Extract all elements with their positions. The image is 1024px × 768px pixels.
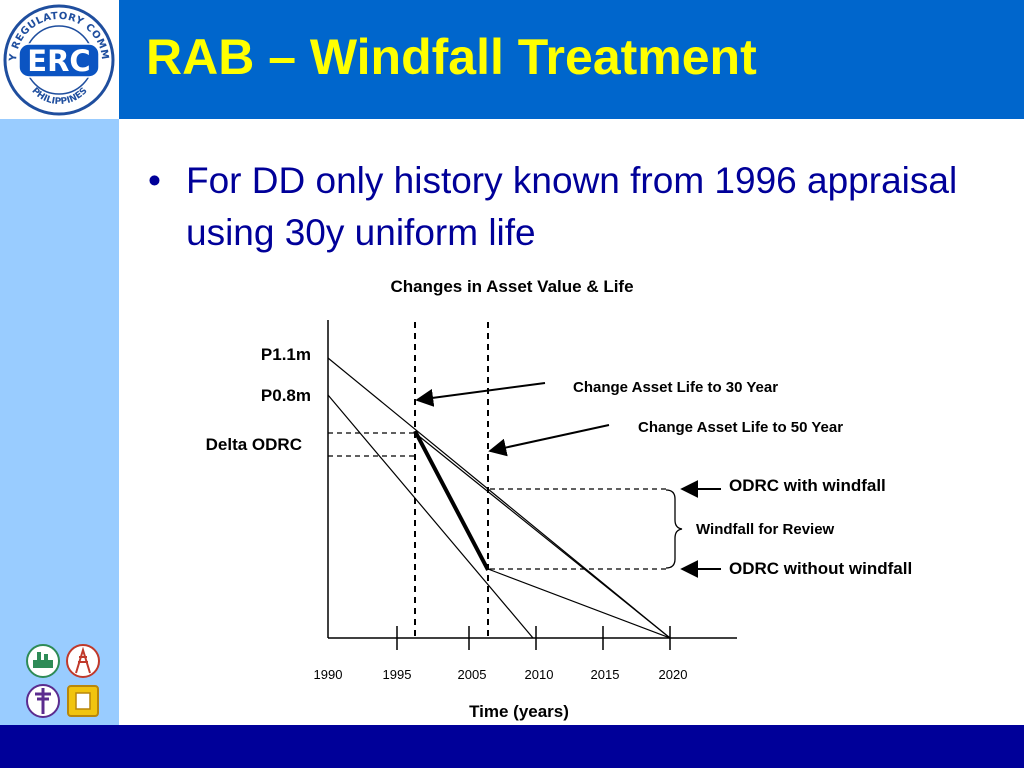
x-tick-label: 2005 xyxy=(458,667,487,682)
windfall-brace xyxy=(665,489,683,569)
left-sidebar xyxy=(0,119,119,725)
slide-title: RAB – Windfall Treatment xyxy=(146,29,757,85)
value-label-p2: P0.8m xyxy=(261,386,311,405)
arrow-life50 xyxy=(488,424,610,457)
x-tick-label: 1990 xyxy=(314,667,343,682)
distribution-pole-icon xyxy=(26,684,60,718)
power-plant-icon xyxy=(26,644,60,678)
annotation-life50: Change Asset Life to 50 Year xyxy=(638,419,843,436)
x-axis-label: Time (years) xyxy=(469,702,569,721)
life-50-line xyxy=(487,568,671,639)
depreciation-line-p2 xyxy=(327,394,534,639)
agency-icons xyxy=(26,644,100,718)
annotation-with-windfall: ODRC with windfall xyxy=(729,476,886,495)
bullet-dot: • xyxy=(148,160,161,201)
consumer-icon xyxy=(67,685,99,717)
erc-logo: ENERGY REGULATORY COMMISSION PHILIPPINES… xyxy=(0,0,119,119)
value-label-p1: P1.1m xyxy=(261,345,311,364)
logo-abbreviation: ERC xyxy=(27,44,90,78)
diagram-title: Changes in Asset Value & Life xyxy=(390,277,633,296)
x-tick-label: 2020 xyxy=(659,667,688,682)
transmission-tower-icon xyxy=(66,644,100,678)
annotation-windfall-review: Windfall for Review xyxy=(696,521,835,538)
x-tick-label: 1995 xyxy=(383,667,412,682)
bullet-point: • For DD only history known from 1996 ap… xyxy=(148,155,978,259)
windfall-path xyxy=(413,430,490,571)
x-tick-label: 2015 xyxy=(591,667,620,682)
bullet-text: For DD only history known from 1996 appr… xyxy=(186,160,958,253)
erc-seal-icon: ENERGY REGULATORY COMMISSION PHILIPPINES… xyxy=(0,0,115,116)
footer-bar xyxy=(0,725,1024,768)
life-30-line xyxy=(414,432,671,639)
header-bar xyxy=(0,0,1024,119)
delta-odrc-label: Delta ODRC xyxy=(206,435,302,454)
annotation-life30: Change Asset Life to 30 Year xyxy=(573,379,778,396)
x-tick-label: 2010 xyxy=(525,667,554,682)
depreciation-line-p1 xyxy=(327,357,671,639)
annotation-without-windfall: ODRC without windfall xyxy=(729,559,912,578)
arrow-life30 xyxy=(415,382,546,407)
